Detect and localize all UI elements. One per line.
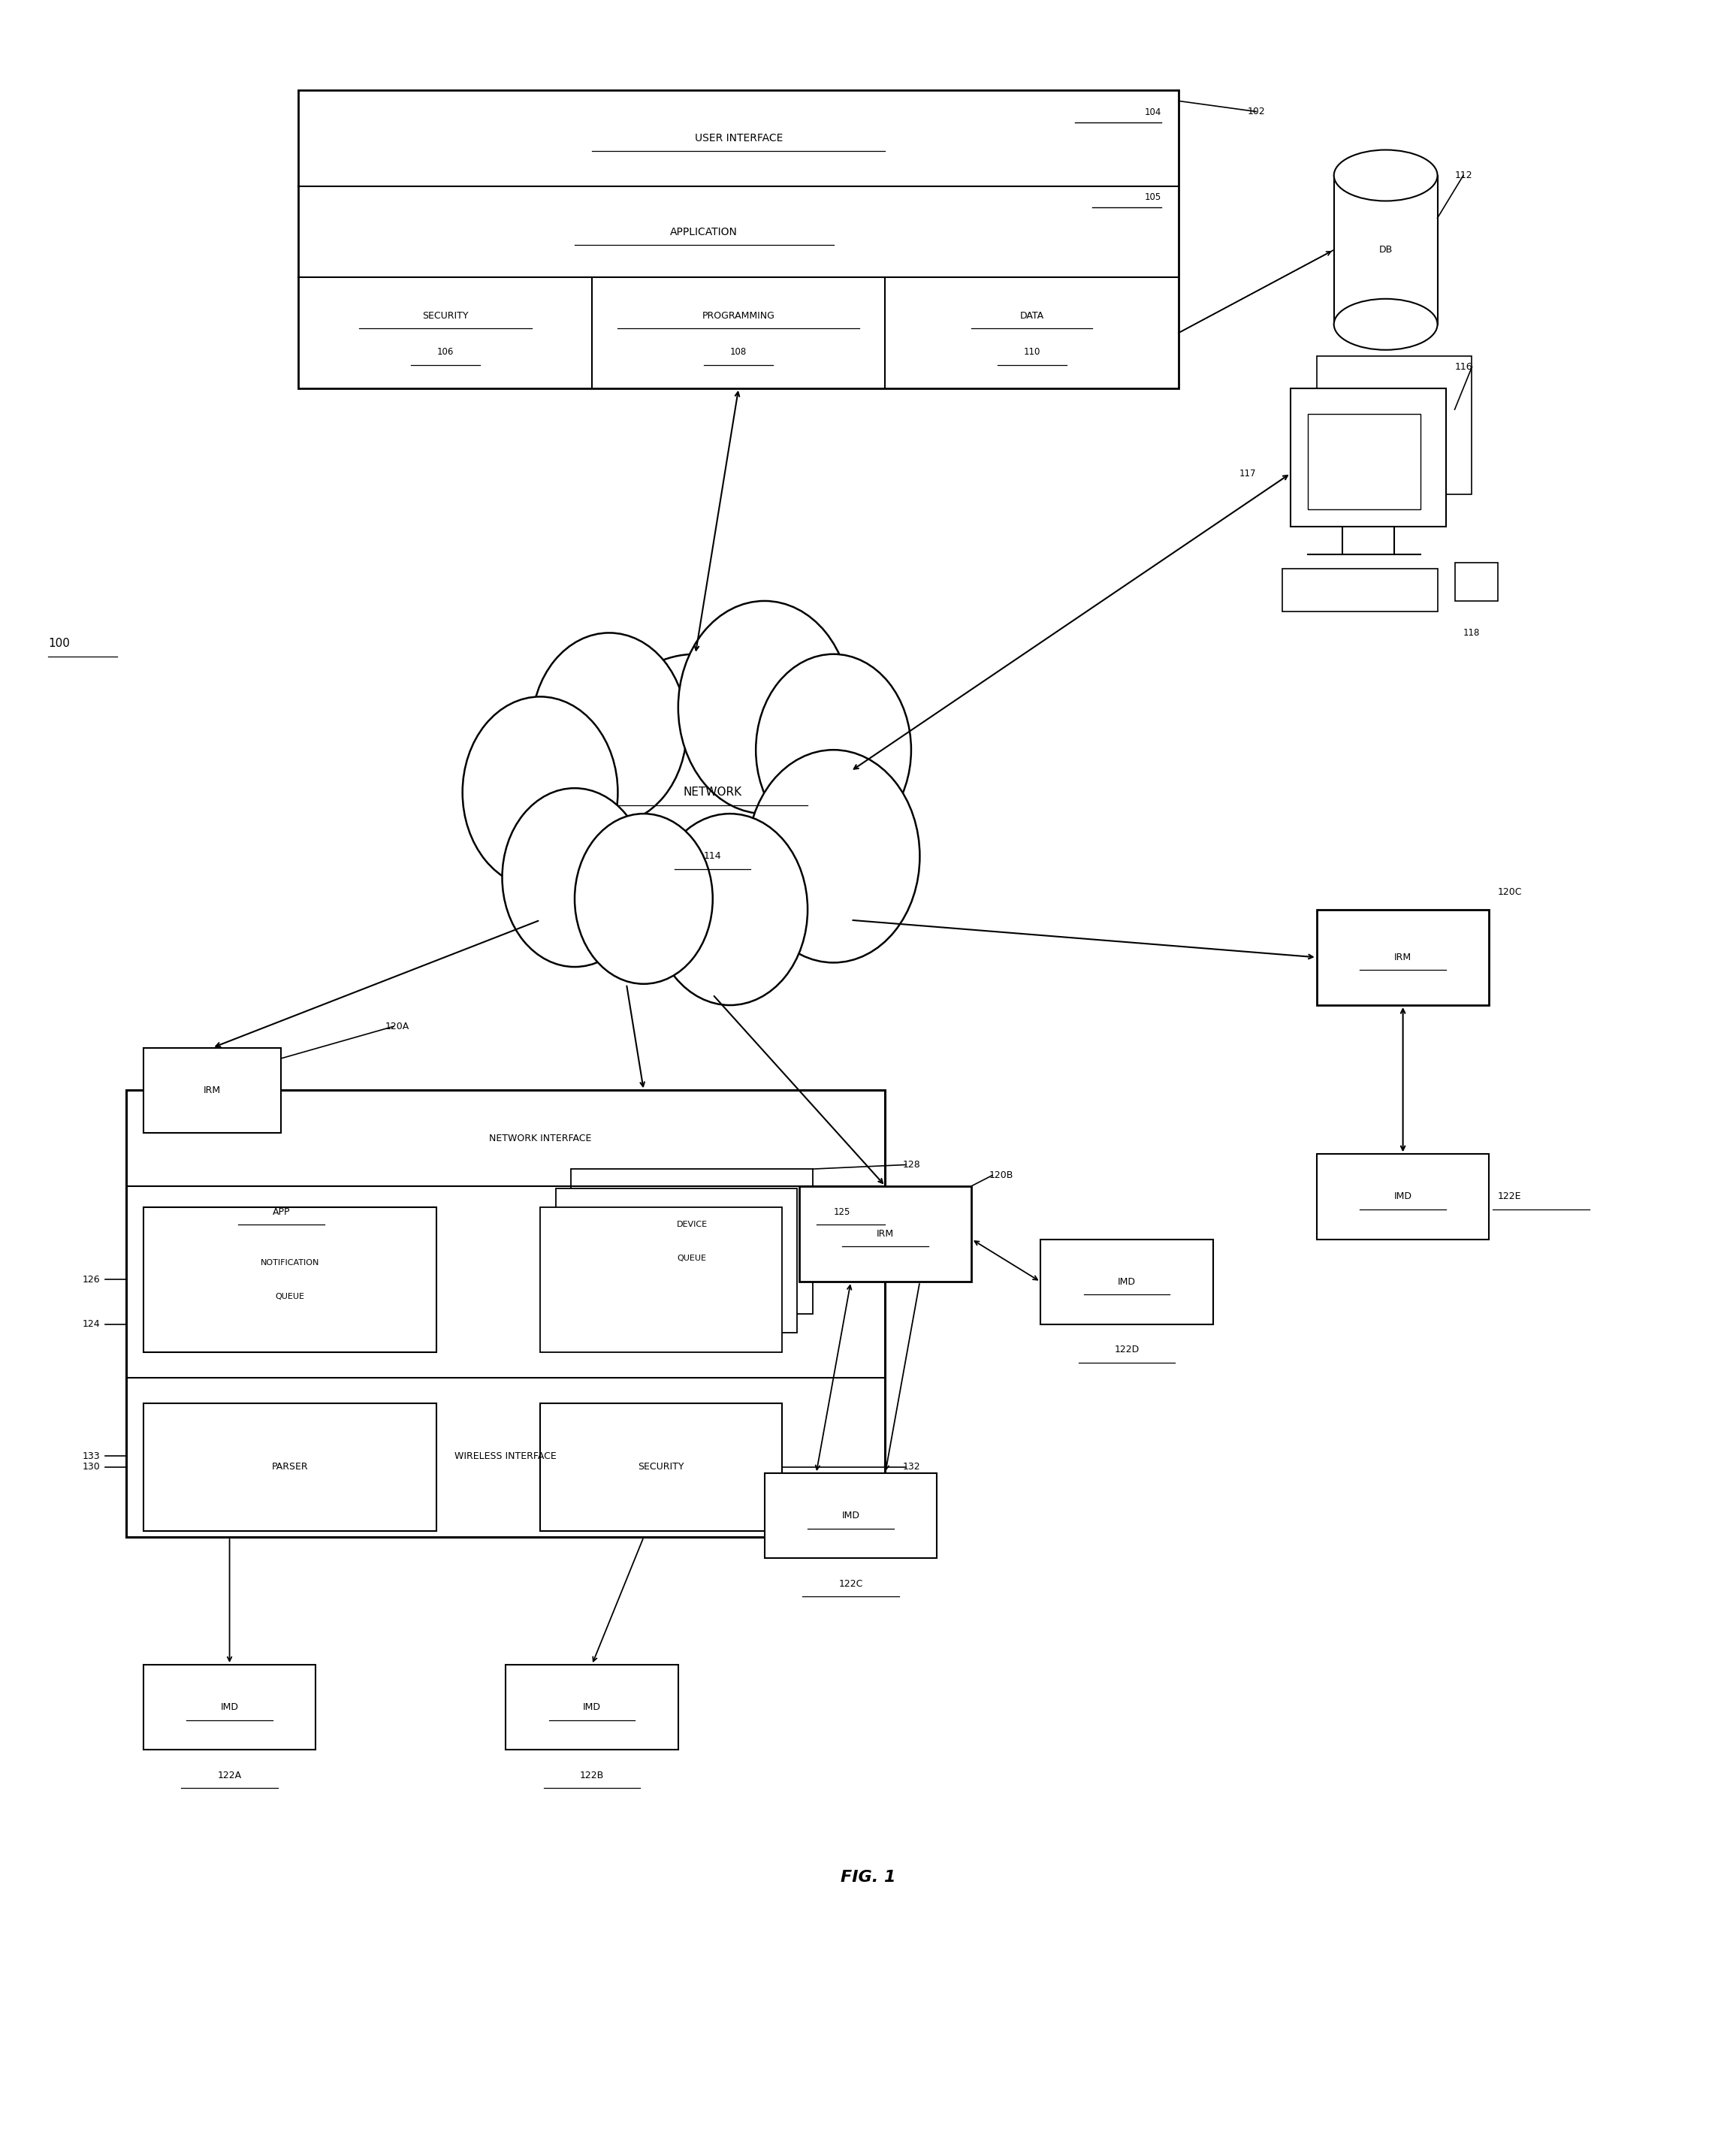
Circle shape: [653, 815, 807, 1005]
Circle shape: [462, 697, 618, 887]
Text: IRM: IRM: [1394, 951, 1411, 962]
FancyBboxPatch shape: [764, 1473, 937, 1559]
Text: PROGRAMMING: PROGRAMMING: [701, 310, 774, 321]
Text: QUEUE: QUEUE: [276, 1293, 304, 1300]
Text: APP: APP: [273, 1208, 290, 1217]
Text: 124: 124: [82, 1319, 101, 1330]
Text: 132: 132: [903, 1462, 920, 1471]
FancyBboxPatch shape: [144, 1403, 437, 1531]
Text: 117: 117: [1240, 468, 1257, 479]
Text: DATA: DATA: [1019, 310, 1043, 321]
Text: 105: 105: [1144, 192, 1161, 203]
FancyBboxPatch shape: [1316, 909, 1489, 1005]
FancyBboxPatch shape: [1316, 357, 1472, 494]
FancyBboxPatch shape: [1316, 1155, 1489, 1240]
Text: 122E: 122E: [1498, 1191, 1521, 1202]
FancyBboxPatch shape: [144, 1208, 437, 1351]
Text: 120B: 120B: [990, 1169, 1014, 1180]
Text: IMD: IMD: [220, 1702, 238, 1713]
Text: IRM: IRM: [203, 1086, 220, 1095]
Circle shape: [755, 654, 911, 847]
Text: 126: 126: [82, 1274, 101, 1285]
FancyBboxPatch shape: [799, 1187, 972, 1283]
Text: NOTIFICATION: NOTIFICATION: [260, 1259, 319, 1266]
FancyBboxPatch shape: [1283, 569, 1437, 611]
Text: USER INTERFACE: USER INTERFACE: [694, 133, 783, 143]
Text: SECURITY: SECURITY: [422, 310, 469, 321]
Text: IRM: IRM: [877, 1229, 894, 1238]
Text: QUEUE: QUEUE: [677, 1255, 707, 1261]
Text: 122B: 122B: [580, 1770, 604, 1781]
FancyBboxPatch shape: [1307, 415, 1420, 509]
Circle shape: [746, 750, 920, 962]
Text: DB: DB: [1378, 246, 1392, 254]
Text: 114: 114: [703, 851, 722, 862]
Text: 106: 106: [437, 346, 453, 357]
Text: 104: 104: [1144, 107, 1161, 118]
Circle shape: [502, 789, 648, 966]
Text: IMD: IMD: [583, 1702, 601, 1713]
Text: 120C: 120C: [1498, 887, 1522, 898]
Text: IMD: IMD: [1118, 1276, 1135, 1287]
FancyBboxPatch shape: [127, 1090, 885, 1537]
Text: IMD: IMD: [842, 1512, 859, 1520]
FancyBboxPatch shape: [1333, 175, 1437, 325]
Text: FIG. 1: FIG. 1: [840, 1871, 896, 1886]
Text: 120A: 120A: [385, 1022, 410, 1031]
Circle shape: [531, 633, 687, 825]
Text: NETWORK: NETWORK: [684, 787, 741, 797]
Text: 108: 108: [731, 346, 746, 357]
Text: 100: 100: [49, 637, 69, 650]
FancyBboxPatch shape: [505, 1666, 679, 1749]
FancyBboxPatch shape: [571, 1169, 812, 1313]
FancyBboxPatch shape: [144, 1048, 281, 1133]
Text: 133: 133: [82, 1452, 101, 1460]
Circle shape: [679, 601, 851, 815]
FancyBboxPatch shape: [144, 1666, 316, 1749]
Text: DEVICE: DEVICE: [677, 1221, 708, 1227]
Text: 122C: 122C: [838, 1580, 863, 1589]
Text: 130: 130: [82, 1462, 101, 1471]
Circle shape: [583, 654, 807, 930]
Ellipse shape: [1333, 299, 1437, 351]
FancyBboxPatch shape: [540, 1403, 781, 1531]
FancyBboxPatch shape: [540, 1208, 781, 1351]
Text: PARSER: PARSER: [271, 1462, 309, 1471]
Text: NETWORK INTERFACE: NETWORK INTERFACE: [490, 1133, 592, 1144]
Text: 128: 128: [903, 1159, 920, 1169]
Text: 110: 110: [1024, 346, 1040, 357]
Ellipse shape: [1333, 150, 1437, 201]
Text: WIRELESS INTERFACE: WIRELESS INTERFACE: [455, 1452, 557, 1460]
Text: 122A: 122A: [217, 1770, 241, 1781]
FancyBboxPatch shape: [556, 1189, 797, 1332]
Text: 118: 118: [1463, 629, 1481, 637]
FancyBboxPatch shape: [299, 90, 1179, 389]
Text: 125: 125: [833, 1208, 851, 1217]
FancyBboxPatch shape: [1292, 389, 1446, 526]
Text: IMD: IMD: [1394, 1191, 1411, 1202]
FancyBboxPatch shape: [1455, 562, 1498, 601]
Circle shape: [575, 815, 713, 983]
Text: 116: 116: [1455, 361, 1472, 372]
Text: 112: 112: [1455, 171, 1472, 180]
Text: 122D: 122D: [1115, 1345, 1139, 1355]
Text: SECURITY: SECURITY: [637, 1462, 684, 1471]
Text: APPLICATION: APPLICATION: [670, 227, 738, 237]
FancyBboxPatch shape: [1040, 1240, 1213, 1323]
Text: 102: 102: [1248, 107, 1266, 115]
